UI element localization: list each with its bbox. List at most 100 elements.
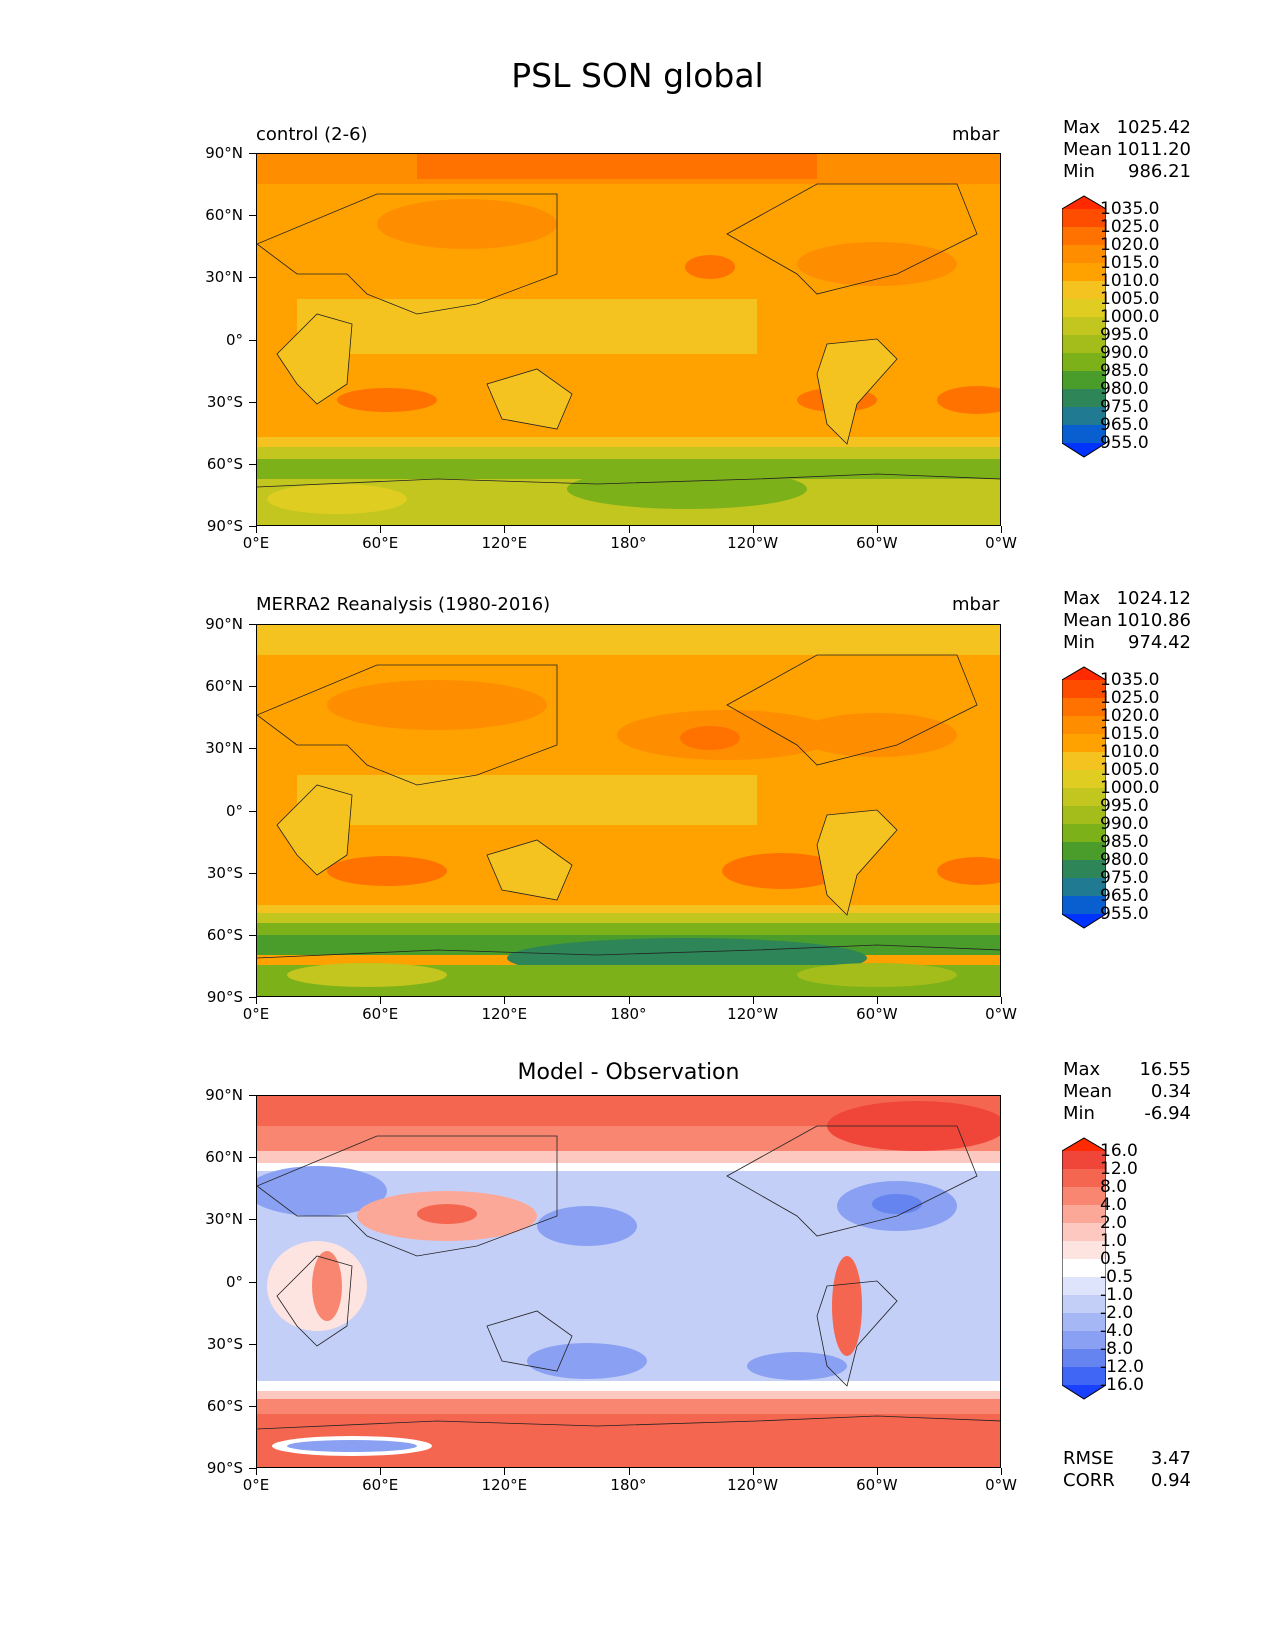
lon-tick-mark bbox=[876, 1468, 878, 1475]
stat-row: Mean 0.34 bbox=[1063, 1081, 1191, 1103]
lon-tick-mark bbox=[504, 997, 506, 1004]
colorbar-tick-label: 0.5 bbox=[1100, 1249, 1128, 1269]
colorbar-extend-max bbox=[1062, 667, 1106, 680]
stat-value: 1024.12 bbox=[1116, 588, 1191, 609]
colorbar-tick-label: 975.0 bbox=[1100, 868, 1149, 888]
colorbar-segment bbox=[1062, 698, 1106, 717]
stat-row: Mean 1011.20 bbox=[1063, 139, 1191, 161]
colorbar-tick-label: 990.0 bbox=[1100, 814, 1149, 834]
lat-tick-mark bbox=[249, 401, 256, 403]
panel1-title: control (2-6) bbox=[256, 124, 368, 145]
colorbar-tick-label: 995.0 bbox=[1100, 325, 1149, 345]
panel1-map bbox=[256, 153, 1001, 526]
lat-tick-label: 90°N bbox=[205, 144, 243, 162]
lat-tick-label: 30°S bbox=[206, 863, 243, 882]
stat-row: Min 974.42 bbox=[1063, 632, 1191, 654]
colorbar bbox=[1062, 195, 1106, 458]
colorbar-segment bbox=[1062, 1313, 1106, 1332]
panel3-title: Model - Observation bbox=[517, 1060, 740, 1085]
stat-row: Max 1024.12 bbox=[1063, 588, 1191, 610]
stat-label: Mean bbox=[1063, 139, 1113, 160]
colorbar-segment bbox=[1062, 1187, 1106, 1206]
lat-tick-mark bbox=[249, 277, 256, 279]
colorbar-segment bbox=[1062, 734, 1106, 753]
colorbar-segment bbox=[1062, 770, 1106, 789]
lat-tick-label: 30°N bbox=[205, 1210, 243, 1229]
colorbar-tick-label: 965.0 bbox=[1100, 415, 1149, 435]
colorbar-segment bbox=[1062, 1169, 1106, 1188]
stat-value: 0.34 bbox=[1150, 1081, 1191, 1102]
lon-tick-label: 120°W bbox=[727, 534, 779, 552]
stats-block: Max 16.55 Mean 0.34 Min -6.94 bbox=[1063, 1059, 1191, 1125]
corr-value: 0.94 bbox=[1150, 1470, 1191, 1491]
colorbar-tick-label: 2.0 bbox=[1100, 1213, 1128, 1233]
stat-row: Min -6.94 bbox=[1063, 1103, 1191, 1125]
lat-tick-label: 60°N bbox=[205, 677, 243, 696]
colorbar-segment bbox=[1062, 299, 1106, 318]
lon-tick-label: 60°W bbox=[856, 1476, 898, 1494]
colorbar bbox=[1062, 1137, 1106, 1400]
lat-tick-label: 90°S bbox=[206, 1459, 243, 1477]
stat-label: Min bbox=[1063, 1103, 1095, 1124]
lon-tick-mark bbox=[380, 1468, 382, 1475]
colorbar bbox=[1062, 666, 1106, 929]
lon-tick-mark bbox=[256, 1468, 257, 1475]
colorbar-tick-label: 1025.0 bbox=[1100, 217, 1160, 237]
colorbar-segment bbox=[1062, 1277, 1106, 1296]
colorbar-tick-label: 1000.0 bbox=[1100, 307, 1160, 327]
lat-tick-label: 60°S bbox=[206, 1396, 243, 1415]
lat-tick-mark bbox=[249, 1468, 256, 1469]
colorbar-segment bbox=[1062, 245, 1106, 264]
stat-label: Mean bbox=[1063, 610, 1113, 631]
colorbar-segment bbox=[1062, 371, 1106, 390]
stat-row: Min 986.21 bbox=[1063, 161, 1191, 183]
lon-tick-mark bbox=[1001, 526, 1002, 533]
lon-tick-label: 120°W bbox=[727, 1476, 779, 1494]
panel3-map bbox=[256, 1095, 1001, 1468]
colorbar-segment bbox=[1062, 1205, 1106, 1224]
lon-tick-label: 120°W bbox=[727, 1005, 779, 1023]
lat-tick-label: 0° bbox=[225, 330, 243, 349]
colorbar-tick-label: 955.0 bbox=[1100, 904, 1149, 924]
lon-tick-mark bbox=[380, 997, 382, 1004]
colorbar-segment bbox=[1062, 1367, 1106, 1386]
colorbar-segment bbox=[1062, 335, 1106, 354]
lat-tick-label: 90°N bbox=[205, 1086, 243, 1104]
lon-tick-label: 180° bbox=[610, 534, 647, 552]
lat-tick-label: 60°N bbox=[205, 206, 243, 225]
colorbar-tick-label: -1.0 bbox=[1100, 1285, 1134, 1305]
lon-tick-mark bbox=[876, 526, 878, 533]
corr-label: CORR bbox=[1063, 1470, 1115, 1491]
stats-block: Max 1025.42 Mean 1011.20 Min 986.21 bbox=[1063, 117, 1191, 183]
lon-tick-label: 180° bbox=[610, 1005, 647, 1023]
stat-value: 1011.20 bbox=[1116, 139, 1191, 160]
lon-tick-label: 60°E bbox=[362, 1005, 399, 1023]
colorbar-tick-label: 8.0 bbox=[1100, 1177, 1128, 1197]
colorbar-segment bbox=[1062, 896, 1106, 915]
colorbar-segment bbox=[1062, 878, 1106, 897]
colorbar-segment bbox=[1062, 353, 1106, 372]
colorbar-tick-label: 965.0 bbox=[1100, 886, 1149, 906]
lat-tick-mark bbox=[249, 1281, 256, 1283]
colorbar-outline bbox=[1062, 1137, 1106, 1400]
lon-tick-mark bbox=[876, 997, 878, 1004]
colorbar-tick-label: 1020.0 bbox=[1100, 706, 1160, 726]
colorbar-segment bbox=[1062, 1259, 1106, 1278]
colorbar-tick-label: 1020.0 bbox=[1100, 235, 1160, 255]
lat-tick-label: 0° bbox=[225, 1272, 243, 1291]
lon-tick-label: 60°E bbox=[362, 1476, 399, 1494]
colorbar-segment bbox=[1062, 1151, 1106, 1170]
panel2-map bbox=[256, 624, 1001, 997]
colorbar-tick-label: 955.0 bbox=[1100, 433, 1149, 453]
lon-tick-label: 60°W bbox=[856, 534, 898, 552]
stat-value: 974.42 bbox=[1128, 632, 1191, 653]
colorbar-tick-label: 995.0 bbox=[1100, 796, 1149, 816]
figure-title: PSL SON global bbox=[511, 56, 764, 95]
lat-tick-label: 60°N bbox=[205, 1148, 243, 1167]
lon-tick-mark bbox=[256, 526, 257, 533]
lon-tick-mark bbox=[628, 997, 630, 1004]
lat-tick-label: 30°N bbox=[205, 739, 243, 758]
stat-label: Max bbox=[1063, 1059, 1101, 1080]
lon-tick-label: 180° bbox=[610, 1476, 647, 1494]
stat-value: 1025.42 bbox=[1116, 117, 1191, 138]
